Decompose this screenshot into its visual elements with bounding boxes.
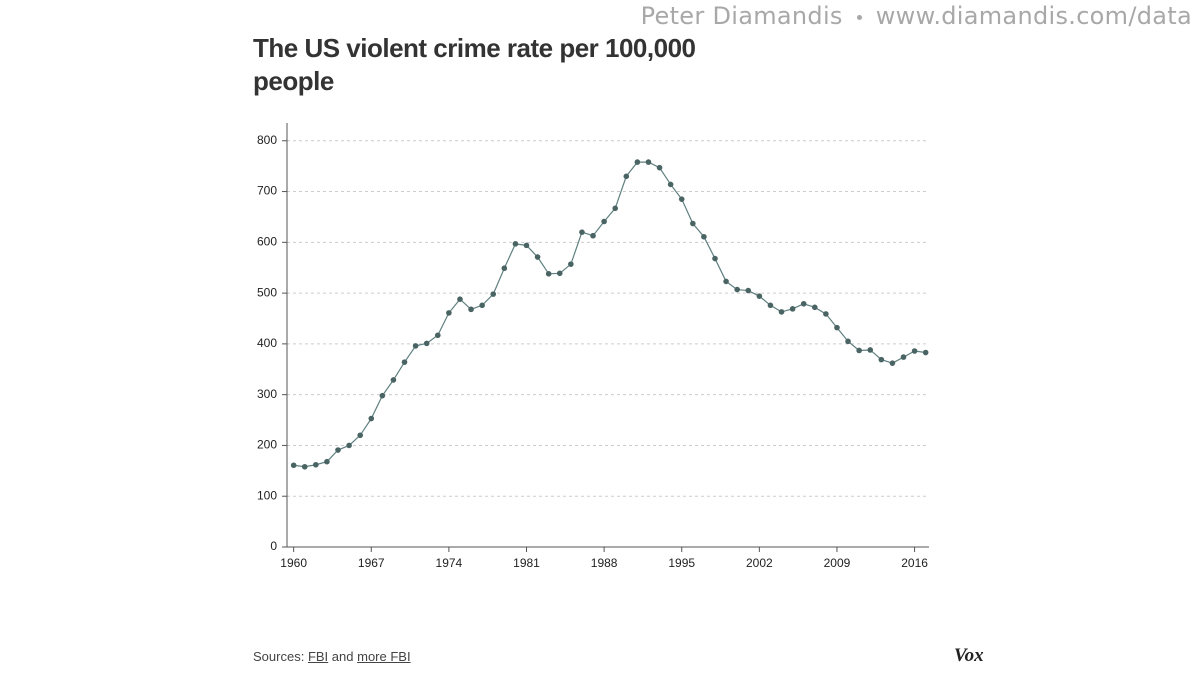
data-point [845, 338, 851, 345]
data-point [335, 447, 341, 453]
x-tick-label: 2002 [746, 556, 773, 570]
x-tick-label: 2016 [901, 556, 928, 570]
x-tick-label: 1960 [280, 556, 307, 570]
data-point [556, 270, 563, 277]
y-tick-label: 500 [257, 285, 277, 299]
and: and [331, 649, 354, 664]
x-tick-label: 1981 [513, 556, 540, 570]
y-tick-label: 700 [257, 184, 277, 198]
data-point [479, 302, 485, 309]
data-point [734, 286, 740, 293]
data-point [568, 261, 574, 267]
data-point [823, 311, 829, 317]
data-point [834, 324, 840, 331]
data-point [346, 442, 352, 449]
x-tick-label: 1995 [668, 556, 695, 570]
data-point [379, 392, 386, 399]
data-point [490, 291, 497, 297]
data-point [656, 164, 663, 171]
y-tick-label: 600 [257, 235, 277, 249]
data-point [545, 271, 552, 277]
data-point [324, 458, 330, 465]
x-tick-label: 1974 [436, 556, 463, 570]
y-tick-label: 400 [257, 336, 277, 350]
data-point [712, 255, 718, 262]
data-point [601, 218, 607, 225]
data-point [501, 265, 508, 272]
data-point [457, 296, 463, 303]
data-point [612, 205, 619, 212]
source-link[interactable]: more FBI [357, 649, 411, 664]
data-point [723, 278, 729, 285]
header: Peter Diamandis www.diamandis.com/data [641, 2, 1192, 30]
data-point [690, 220, 696, 227]
data-point [789, 306, 796, 312]
sources: Sources: FBI and more FBI [253, 649, 411, 664]
data-point [667, 181, 674, 188]
data-point [423, 340, 430, 347]
y-tick-label: 0 [270, 539, 277, 553]
data-point [523, 242, 530, 249]
data-point [767, 302, 774, 309]
chart-title: The US violent crime rate per 100,000 pe… [253, 33, 696, 96]
y-tick-label: 100 [257, 488, 277, 502]
data-point [678, 196, 685, 202]
y-tick-label: 300 [257, 387, 277, 401]
data-point [800, 300, 807, 307]
url: www.diamandis.com/data [875, 2, 1192, 30]
separator [856, 14, 862, 20]
data-point [468, 306, 474, 313]
source-link[interactable]: FBI [307, 649, 329, 664]
x-tick-label: 2009 [824, 556, 851, 570]
logo: Vox [954, 645, 984, 666]
data-point [922, 349, 929, 356]
data-point [778, 309, 785, 315]
data-point [889, 360, 896, 366]
data-point [811, 304, 818, 311]
data-point [911, 348, 918, 354]
x-tick-label: 1988 [591, 556, 618, 570]
data-point [368, 415, 375, 422]
data-point [856, 347, 862, 354]
data-point [301, 463, 308, 470]
data-point [900, 354, 907, 360]
data-point [512, 241, 519, 247]
data-point [313, 461, 319, 468]
data-point [401, 359, 408, 365]
y-tick-label: 200 [257, 438, 277, 452]
data-point [590, 232, 596, 239]
data-point [878, 356, 885, 363]
data-point [579, 229, 585, 235]
data-line [293, 161, 926, 468]
data-point [623, 173, 630, 180]
data-point [756, 293, 763, 299]
data-point [645, 159, 652, 165]
x-tick-label: 1967 [358, 556, 385, 570]
data-point [290, 462, 297, 469]
sources-label: Sources: [253, 649, 305, 664]
data-point [701, 233, 707, 240]
data-point [745, 287, 752, 294]
data-point [434, 332, 441, 339]
y-tick-label: 800 [257, 133, 277, 147]
data-point [634, 159, 641, 165]
data-point [534, 254, 541, 260]
data-point [357, 432, 363, 439]
data-point [446, 310, 452, 316]
data-point [867, 347, 874, 353]
data-point [412, 343, 419, 349]
author: Peter Diamandis [640, 2, 843, 30]
data-point [390, 377, 397, 383]
